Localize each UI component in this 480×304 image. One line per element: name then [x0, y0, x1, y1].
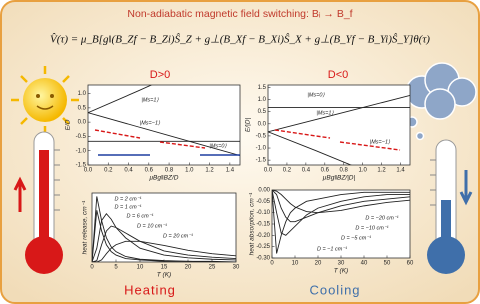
series-label: |Ms=0⟩ [307, 91, 325, 98]
x-tick-label: 15 [161, 265, 168, 271]
x-tick-label: 0.4 [302, 168, 311, 174]
y-tick-label: 1.5 [258, 85, 267, 91]
x-tick-label: 10 [137, 265, 144, 271]
y-axis-label: E/D [65, 119, 72, 130]
x-tick-label: 60 [407, 261, 414, 267]
y-axis-label: E/|D| [245, 118, 252, 133]
y-tick-label: -0.15 [256, 222, 270, 228]
x-tick-label: 0.0 [264, 168, 273, 174]
y-tick-label: -0.10 [256, 210, 270, 216]
x-tick-label: 1.4 [396, 168, 405, 174]
x-tick-label: 1.2 [205, 168, 214, 174]
y-tick-label: -1.0 [76, 148, 87, 154]
series-label: |Ms=1⟩ [141, 96, 159, 103]
y-tick-label: 0.5 [258, 109, 267, 115]
figure: Non-adiabatic magnetic field switching: … [0, 0, 480, 304]
x-tick-label: 20 [185, 265, 192, 271]
y-tick-label: -1.0 [256, 146, 267, 152]
x-tick-label: 40 [361, 261, 368, 267]
y-tick-label: -0.5 [76, 134, 87, 140]
series-label: D = −10 cm⁻¹ [355, 225, 388, 231]
y-tick-label: -0.05 [256, 199, 270, 205]
plot-area [268, 85, 410, 165]
series-label: D = 20 cm⁻¹ [163, 233, 193, 239]
y-tick-label: -0.25 [256, 244, 270, 250]
series-label: |Ms=0⟩ [209, 142, 227, 149]
x-tick-label: 30 [338, 261, 345, 267]
series-label: D = 1 cm⁻¹ [115, 204, 142, 210]
x-tick-label: 0.8 [165, 168, 174, 174]
x-tick-label: 50 [384, 261, 391, 267]
x-tick-label: 0.2 [104, 168, 113, 174]
y-tick-label: -0.30 [256, 256, 270, 262]
y-tick-label: 0.5 [78, 105, 87, 111]
series-label: |Ms=1⟩ [316, 109, 334, 116]
series-label: D = 2 cm⁻¹ [115, 196, 142, 202]
y-tick-label: 0.0 [78, 120, 87, 126]
x-tick-label: 0.2 [283, 168, 292, 174]
cooling-label: Cooling [309, 282, 360, 297]
y-tick-label: -1.5 [256, 158, 267, 164]
y-tick-label: -0.5 [256, 133, 267, 139]
x-axis-label: μBg‖BZ/D [148, 175, 178, 182]
panel-title: D<0 [328, 69, 349, 81]
chart: D<0 0.0 0.2 0.4 0.6 0.8 1.0 1.2 1.4 1.5 1.0 0.5 0.0 -… [245, 69, 410, 187]
y-tick-label: 0.00 [258, 188, 270, 194]
header-title: Non-adiabatic magnetic field switching: … [127, 8, 352, 20]
x-tick-label: 0.6 [321, 168, 330, 174]
y-tick-label: 1.0 [78, 91, 87, 97]
x-tick-label: 1.0 [185, 168, 194, 174]
x-tick-label: 1.0 [358, 168, 367, 174]
series-label: D = −5 cm⁻¹ [341, 235, 371, 241]
plot-area [88, 85, 240, 165]
y-tick-label: 0.0 [258, 121, 267, 127]
series-label: D = 6 cm⁻¹ [127, 213, 154, 219]
x-tick-label: 25 [209, 265, 216, 271]
panel-title: D>0 [150, 69, 171, 81]
formula: V̂(τ) = μ_B[g‖(B_Zf − B_Zi)Ŝ_Z + g⊥(B_Xf… [50, 33, 430, 46]
x-tick-label: 10 [292, 261, 299, 267]
x-tick-label: 20 [315, 261, 322, 267]
series-label: D = −20 cm⁻¹ [365, 215, 398, 221]
series-label: D = −1 cm⁻¹ [317, 246, 347, 252]
series-label: |Ms=−1⟩ [370, 138, 391, 145]
x-axis-label: T (K) [157, 272, 171, 279]
x-axis-label: T (K) [334, 268, 348, 275]
x-tick-label: 1.2 [377, 168, 386, 174]
heating-label: Heating [124, 282, 176, 297]
x-tick-label: 0.6 [145, 168, 154, 174]
series-label: D = 10 cm⁻¹ [137, 223, 167, 229]
y-axis-label: heat absorption, cm⁻¹ [249, 192, 256, 256]
y-tick-label: 1.0 [258, 97, 267, 103]
y-axis-label: heat release, cm⁻¹ [82, 200, 89, 254]
x-tick-label: 0.4 [124, 168, 133, 174]
x-axis-label: μBg‖BZ/|D| [322, 175, 356, 182]
y-tick-label: -0.20 [256, 233, 270, 239]
x-tick-label: 30 [233, 265, 240, 271]
series-label: |Ms=−1⟩ [140, 119, 161, 126]
x-tick-label: 1.4 [226, 168, 235, 174]
y-tick-label: -1.5 [76, 163, 87, 169]
x-tick-label: 0.8 [340, 168, 349, 174]
